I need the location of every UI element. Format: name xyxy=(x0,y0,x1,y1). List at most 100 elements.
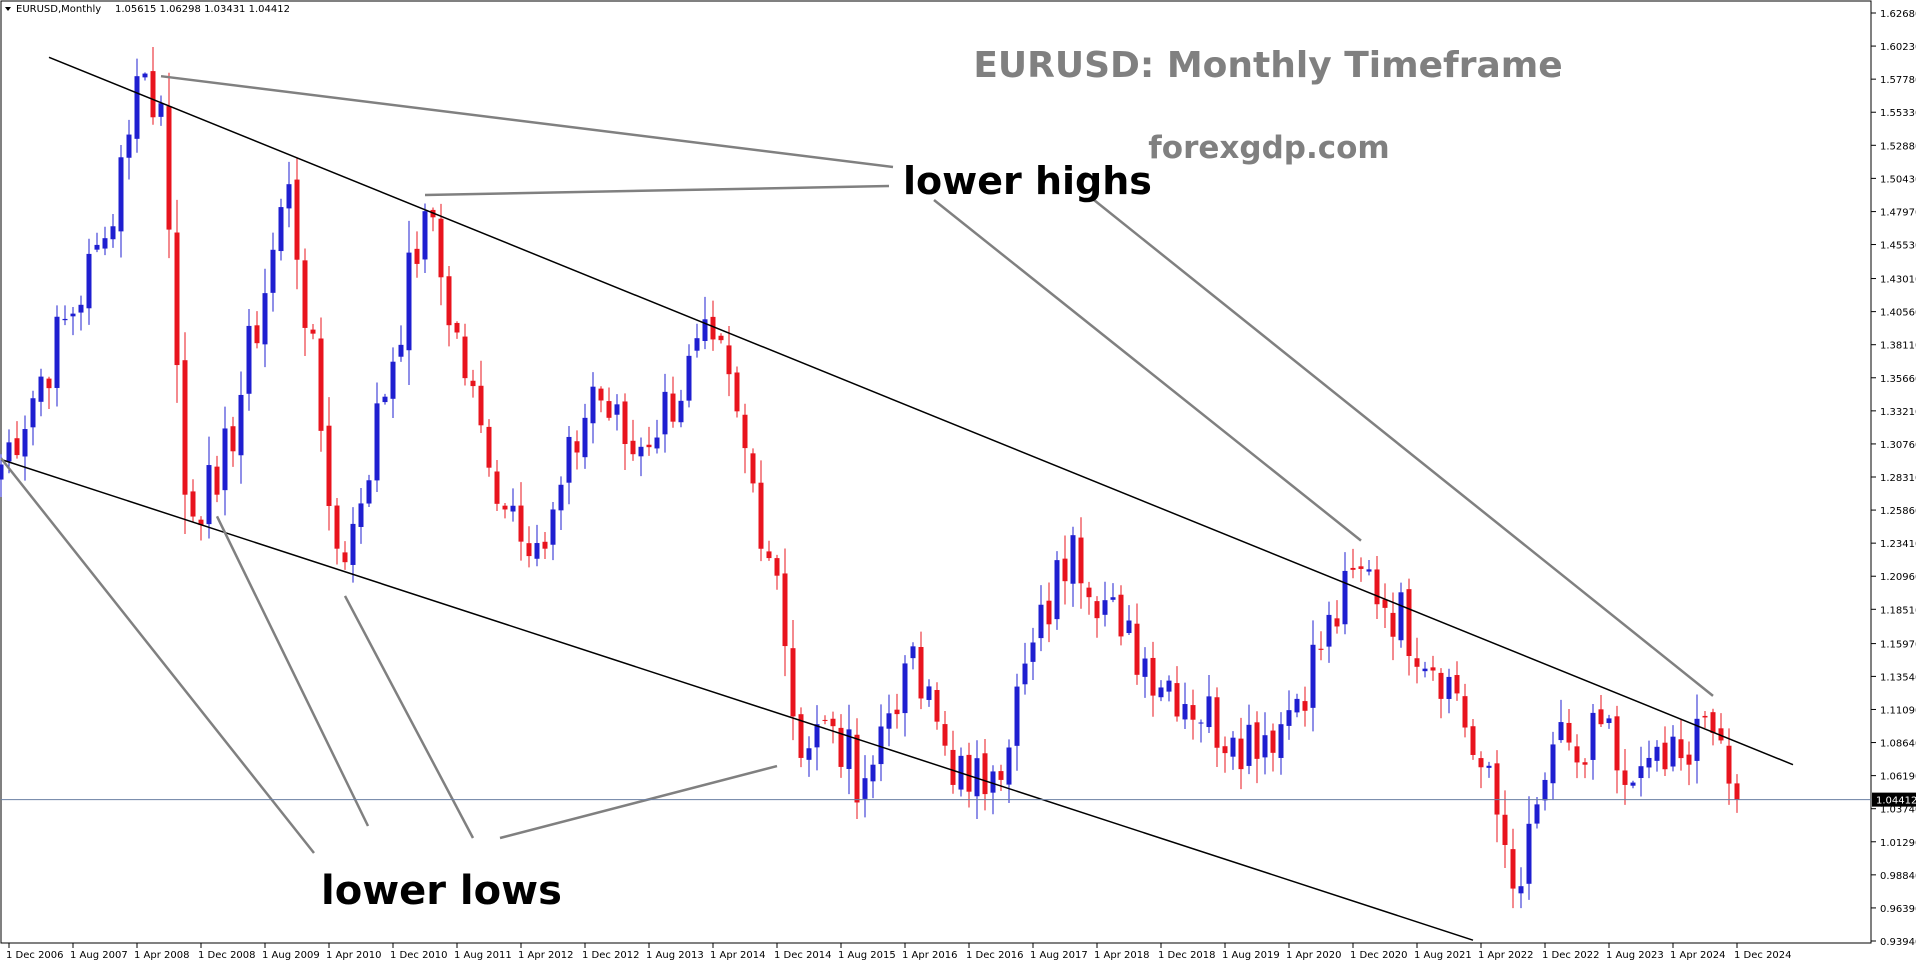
x-tick-label: 1 Apr 2024 xyxy=(1670,950,1725,961)
candle-body xyxy=(662,391,668,435)
bull-candle xyxy=(1230,731,1236,770)
candle-body xyxy=(1702,715,1708,718)
bull-candle xyxy=(1262,712,1268,775)
bear-candle xyxy=(1078,517,1084,609)
y-tick-label: 1.25860 xyxy=(1880,506,1916,517)
candle-body xyxy=(1454,675,1460,694)
bull-candle xyxy=(390,347,396,418)
candle-body xyxy=(1678,739,1684,759)
bear-candle xyxy=(1622,748,1628,805)
y-tick-label: 1.62680 xyxy=(1880,9,1916,20)
bull-candle xyxy=(238,371,244,484)
y-tick-label: 1.23410 xyxy=(1880,539,1916,550)
candle-body xyxy=(1590,712,1596,760)
candle-body xyxy=(1238,738,1244,770)
candle-body xyxy=(478,385,484,426)
bear-candle xyxy=(1318,631,1324,661)
candle-body xyxy=(302,260,308,328)
bull-candle xyxy=(1638,746,1644,797)
candle-body xyxy=(214,466,220,495)
bear-candle xyxy=(790,620,796,741)
x-tick-label: 1 Aug 2017 xyxy=(1030,950,1088,961)
x-tick-label: 1 Dec 2012 xyxy=(582,950,640,961)
bull-candle xyxy=(1366,560,1372,576)
candlesticks xyxy=(0,46,1740,909)
bull-candle xyxy=(70,307,76,336)
bull-candle xyxy=(614,394,620,431)
bear-candle xyxy=(414,231,420,278)
candle-body xyxy=(606,401,612,418)
bear-candle xyxy=(630,419,636,461)
bull-candle xyxy=(86,238,92,325)
bear-candle xyxy=(1726,728,1732,805)
bear-candle xyxy=(334,498,340,565)
candle-body xyxy=(542,541,548,549)
candle-body xyxy=(1574,746,1580,763)
bear-candle xyxy=(302,248,308,357)
x-tick-label: 1 Dec 2018 xyxy=(1158,950,1216,961)
candle-body xyxy=(1086,587,1092,598)
bull-candle xyxy=(382,393,388,405)
candle-body xyxy=(902,663,908,714)
trendlines xyxy=(1,56,1794,941)
x-tick-label: 1 Aug 2023 xyxy=(1606,950,1664,961)
bear-candle xyxy=(1150,641,1156,717)
bull-candle xyxy=(1198,719,1204,743)
candle-body xyxy=(1254,722,1260,759)
y-tick-label: 1.50430 xyxy=(1880,174,1916,185)
bull-candle xyxy=(1550,731,1556,800)
bull-candle xyxy=(550,502,556,561)
candle-body xyxy=(1414,658,1420,667)
candle-body xyxy=(1358,566,1364,569)
y-tick-label: 1.30760 xyxy=(1880,440,1916,451)
x-tick-label: 1 Dec 2020 xyxy=(1350,950,1408,961)
y-tick-label: 1.20960 xyxy=(1880,572,1916,583)
x-tick-label: 1 Apr 2010 xyxy=(326,950,381,961)
bull-candle xyxy=(22,415,28,481)
bear-candle xyxy=(1598,694,1604,727)
candle-body xyxy=(294,179,300,260)
bear-candle xyxy=(494,459,500,511)
header-dropdown-icon[interactable] xyxy=(5,7,11,11)
candle-body xyxy=(894,709,900,715)
y-tick-label: 1.28310 xyxy=(1880,473,1916,484)
candle-body xyxy=(1430,667,1436,671)
bull-candle xyxy=(1326,601,1332,663)
bull-candle xyxy=(366,474,372,508)
bear-candle xyxy=(1494,750,1500,843)
y-tick-label: 1.18510 xyxy=(1880,605,1916,616)
candle-body xyxy=(1150,657,1156,696)
bear-candle xyxy=(438,203,444,306)
bull-candle xyxy=(38,368,44,417)
candle-body xyxy=(750,453,756,484)
bull-candle xyxy=(1646,740,1652,779)
candle-body xyxy=(1182,704,1188,720)
candle-body xyxy=(1654,746,1660,761)
candle-body xyxy=(1622,770,1628,785)
bull-candle xyxy=(1278,712,1284,775)
candle-body xyxy=(230,426,236,452)
candle-body xyxy=(390,361,396,399)
bear-candle xyxy=(918,631,924,710)
candle-body xyxy=(790,648,796,717)
bear-candle xyxy=(1462,683,1468,738)
bear-candle xyxy=(670,376,676,428)
candle-body xyxy=(1134,623,1140,675)
bear-candle xyxy=(254,311,260,349)
candle-body xyxy=(1214,697,1220,748)
bear-candle xyxy=(1406,578,1412,676)
bear-candle xyxy=(830,711,836,744)
candle-body xyxy=(326,425,332,506)
candle-body xyxy=(766,551,772,559)
bear-candle xyxy=(1710,708,1716,746)
bull-candle xyxy=(1166,675,1172,702)
x-tick-label: 1 Apr 2008 xyxy=(134,950,189,961)
bear-candle xyxy=(1358,557,1364,582)
candle-body xyxy=(286,184,292,209)
bear-candle xyxy=(1582,758,1588,779)
candle-body xyxy=(134,76,140,139)
bull-candle xyxy=(1030,627,1036,681)
candle-body xyxy=(590,386,596,424)
